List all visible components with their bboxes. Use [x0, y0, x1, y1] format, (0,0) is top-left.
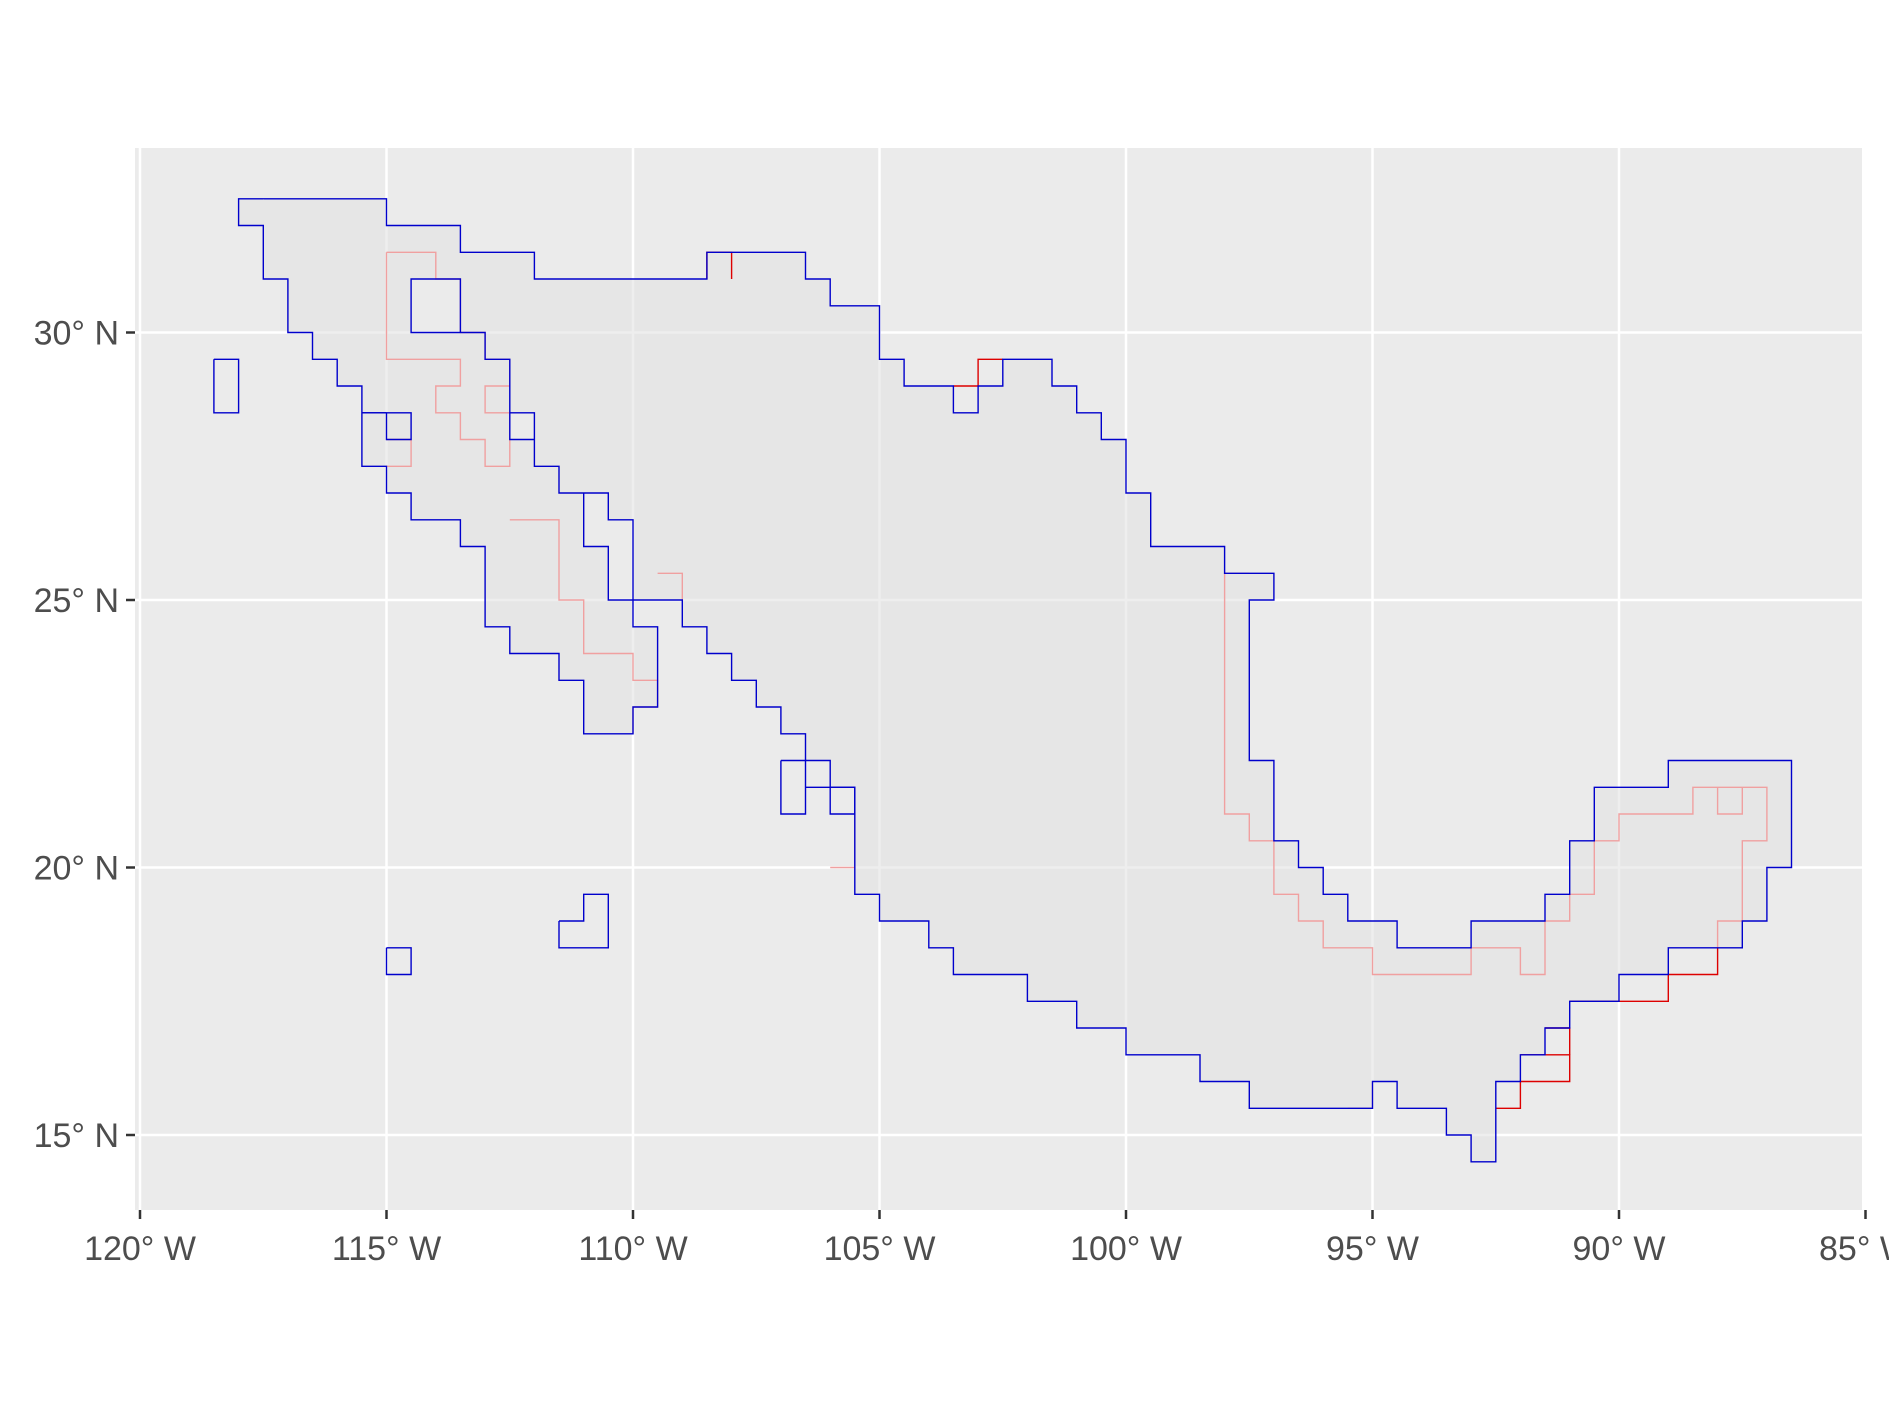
outline-blue	[558, 893, 609, 949]
y-tick-label: 30° N	[34, 315, 119, 353]
outline-red-light	[657, 572, 683, 600]
outline-blue	[213, 358, 240, 414]
region-outlines	[213, 198, 1793, 1163]
outline-red	[953, 358, 1003, 387]
outline-red	[1495, 1054, 1571, 1110]
x-tick-label: 95° W	[1326, 1230, 1419, 1268]
outline-blue	[780, 759, 856, 815]
region-fill	[238, 198, 1792, 1162]
mexico-fill	[238, 198, 1792, 1162]
x-tick-label: 90° W	[1573, 1230, 1666, 1268]
x-tick-label: 100° W	[1070, 1230, 1182, 1268]
x-tick-label: 110° W	[578, 1230, 687, 1268]
x-tick-label: 115° W	[332, 1230, 441, 1268]
outline-blue	[361, 412, 412, 441]
outline-blue	[385, 947, 412, 976]
x-tick-label: 85° W	[1819, 1230, 1889, 1268]
y-tick-label: 25° N	[34, 582, 119, 620]
outline-blue	[237, 198, 1793, 1163]
x-tick-label: 105° W	[824, 1230, 936, 1268]
axes: 120° W 115° W 110° W 105° W 100° W 95° W 90° W…	[34, 315, 1889, 1269]
y-tick-label: 20° N	[34, 850, 119, 888]
x-tick-label: 120° W	[84, 1230, 196, 1268]
y-tick-label: 15° N	[34, 1117, 119, 1155]
